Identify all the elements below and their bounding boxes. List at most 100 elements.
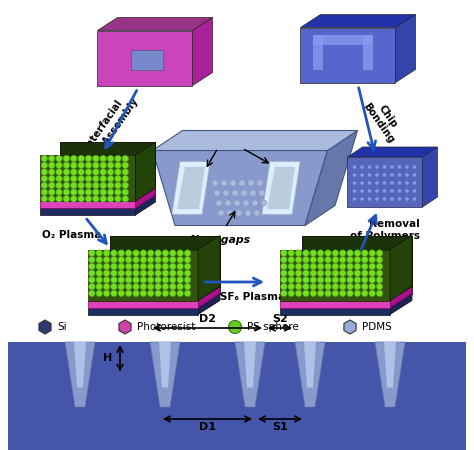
Circle shape (347, 270, 353, 276)
Circle shape (155, 250, 161, 256)
Circle shape (368, 181, 371, 185)
Circle shape (111, 277, 117, 283)
Circle shape (184, 277, 191, 283)
Circle shape (362, 270, 368, 276)
Circle shape (108, 169, 114, 175)
Circle shape (56, 169, 62, 175)
Circle shape (78, 176, 84, 182)
Circle shape (354, 256, 361, 263)
Circle shape (303, 263, 309, 270)
Circle shape (288, 284, 294, 290)
Circle shape (155, 256, 161, 263)
Text: Microchannel: Microchannel (191, 133, 273, 143)
Circle shape (368, 165, 371, 169)
Polygon shape (384, 342, 396, 387)
Text: Nanogaps: Nanogaps (190, 235, 251, 245)
Circle shape (118, 277, 125, 283)
Circle shape (354, 263, 361, 270)
Circle shape (281, 284, 287, 290)
Circle shape (63, 162, 70, 168)
Text: Chip
Bonding: Chip Bonding (361, 95, 405, 145)
Circle shape (92, 189, 99, 195)
Circle shape (369, 284, 375, 290)
Circle shape (96, 284, 102, 290)
Polygon shape (198, 287, 220, 307)
Circle shape (133, 270, 139, 276)
Circle shape (96, 250, 102, 256)
Circle shape (318, 263, 324, 270)
Circle shape (332, 256, 338, 263)
Circle shape (100, 162, 107, 168)
Circle shape (281, 270, 287, 276)
Polygon shape (198, 235, 220, 301)
Circle shape (354, 250, 361, 256)
Circle shape (376, 284, 383, 290)
Circle shape (115, 169, 121, 175)
Circle shape (170, 270, 176, 276)
Circle shape (41, 169, 47, 175)
Circle shape (383, 173, 386, 177)
Polygon shape (74, 342, 86, 387)
Polygon shape (136, 188, 155, 208)
Circle shape (162, 284, 169, 290)
Circle shape (232, 190, 238, 196)
Circle shape (212, 180, 218, 186)
Circle shape (126, 250, 132, 256)
Circle shape (100, 182, 107, 189)
Circle shape (360, 197, 364, 201)
Circle shape (228, 320, 241, 333)
Circle shape (369, 277, 375, 283)
Circle shape (347, 277, 353, 283)
Bar (8, 342, 466, 450)
Circle shape (155, 270, 161, 276)
Circle shape (133, 250, 139, 256)
Circle shape (96, 270, 102, 276)
Circle shape (303, 290, 309, 297)
Circle shape (230, 180, 236, 186)
Circle shape (63, 176, 70, 182)
Circle shape (89, 263, 95, 270)
Circle shape (147, 256, 154, 263)
Circle shape (369, 270, 375, 276)
Polygon shape (98, 31, 192, 86)
Polygon shape (61, 142, 155, 188)
Circle shape (96, 263, 102, 270)
Circle shape (376, 250, 383, 256)
Polygon shape (98, 18, 212, 31)
Text: Removal
of Polymers: Removal of Polymers (350, 219, 420, 241)
Circle shape (184, 263, 191, 270)
Polygon shape (305, 130, 357, 225)
Polygon shape (390, 287, 412, 307)
Circle shape (362, 256, 368, 263)
Circle shape (288, 290, 294, 297)
Polygon shape (40, 201, 136, 208)
Circle shape (225, 200, 231, 206)
Circle shape (63, 182, 70, 189)
Circle shape (257, 180, 263, 186)
Circle shape (184, 250, 191, 256)
Circle shape (375, 181, 379, 185)
Text: CHF₃/SF₆ Plasma: CHF₃/SF₆ Plasma (189, 292, 285, 302)
Polygon shape (302, 235, 412, 293)
Polygon shape (267, 167, 295, 209)
Circle shape (122, 196, 128, 202)
Circle shape (147, 277, 154, 283)
Circle shape (259, 190, 265, 196)
Polygon shape (304, 342, 316, 387)
Circle shape (122, 155, 128, 162)
Circle shape (78, 162, 84, 168)
Circle shape (92, 162, 99, 168)
Circle shape (92, 182, 99, 189)
Circle shape (100, 176, 107, 182)
Circle shape (339, 250, 346, 256)
Polygon shape (40, 155, 136, 201)
Circle shape (310, 277, 317, 283)
Circle shape (122, 182, 128, 189)
Circle shape (303, 277, 309, 283)
Circle shape (398, 181, 401, 185)
Circle shape (250, 190, 256, 196)
Circle shape (162, 290, 169, 297)
Circle shape (288, 270, 294, 276)
Circle shape (63, 189, 70, 195)
Circle shape (353, 181, 356, 185)
